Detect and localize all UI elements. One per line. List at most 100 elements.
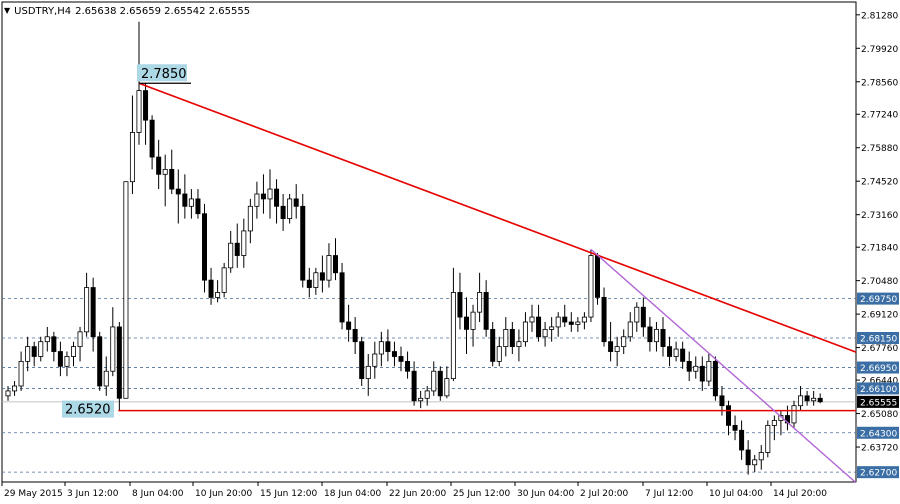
trendline-short-resistance [590, 248, 857, 484]
level-label: 2.69750 [860, 295, 897, 305]
candle-body-up [634, 306, 640, 323]
candle-body-down [595, 255, 601, 298]
candle-body-down [739, 429, 745, 451]
time-tick-label: 8 Jun 04:00 [132, 489, 184, 499]
candle-body-up [162, 168, 168, 175]
swing-high-label: 2.7850 [141, 67, 187, 82]
candle-body-down [667, 346, 673, 357]
candle-body-up [798, 395, 804, 407]
candle-body-up [673, 348, 679, 357]
candle-body-down [463, 316, 469, 330]
candle-body-up [581, 316, 587, 323]
candle-body-up [188, 198, 194, 207]
candle-body-down [732, 424, 738, 431]
candle-body-down [332, 255, 338, 274]
candle-body-down [306, 279, 312, 288]
time-tick-label: 10 Jul 04:00 [709, 489, 763, 499]
level-label: 2.66100 [860, 385, 897, 395]
level-lines-layer [2, 298, 856, 473]
candle-body-up [693, 365, 699, 372]
candle-body-up [247, 205, 253, 232]
level-label-bg [857, 292, 899, 305]
candle-body-up [103, 370, 109, 387]
time-tick-label: 14 Jul 20:00 [773, 489, 827, 499]
candle-body-up [575, 321, 581, 325]
candle-body-down [280, 205, 286, 220]
candle-body-down [483, 292, 489, 330]
candle-body-up [123, 181, 129, 399]
price-tick-label: 2.69120 [861, 311, 898, 321]
price-tick-label: 2.79920 [861, 45, 898, 55]
candle-body-down [509, 328, 515, 348]
candle-body-down [699, 365, 705, 382]
candle-body-up [503, 328, 509, 348]
support-label: 2.6520 [65, 403, 111, 418]
candle-body-down [405, 360, 411, 372]
candle-body-down [385, 341, 391, 352]
candle-body-down [195, 198, 201, 215]
time-tick-label: 7 Jul 12:00 [645, 489, 694, 499]
time-tick-label: 2 Jul 20:00 [580, 489, 629, 499]
candle-body-up [614, 346, 620, 352]
candle-body-up [64, 356, 70, 367]
candle-body-up [228, 242, 234, 269]
support-label-bg [62, 400, 114, 418]
candle-body-down [339, 272, 345, 323]
candle-body-up [706, 360, 712, 382]
candle-body-down [712, 360, 718, 397]
candle-body-up [5, 390, 11, 397]
candle-body-down [568, 321, 574, 325]
candle-body-down [51, 336, 57, 352]
candle-body-down [562, 316, 568, 323]
price-tick-label: 2.66440 [861, 377, 898, 387]
candle-body-up [326, 255, 332, 281]
chart-header: ▼ USDTRY,H4 2.65638 2.65659 2.65542 2.65… [4, 4, 251, 18]
candle-body-down [719, 395, 725, 407]
candle-body-down [647, 326, 653, 343]
level-label-bg [857, 382, 899, 395]
candle-body-down [169, 168, 175, 190]
candle-body-down [116, 326, 122, 399]
candle-body-down [260, 193, 266, 200]
candle-body-up [254, 193, 260, 207]
candle-body-up [516, 341, 522, 348]
candle-body-down [640, 306, 646, 328]
plot-frame [1, 1, 857, 483]
candle-body-up [110, 326, 116, 372]
candle-body-up [771, 420, 777, 426]
level-label-bg [857, 466, 899, 479]
candle-body-up [555, 316, 561, 328]
level-label: 2.62700 [860, 469, 897, 479]
candle-body-up [811, 397, 817, 402]
candle-body-down [457, 292, 463, 318]
triangle-down-icon[interactable]: ▼ [4, 6, 11, 15]
ohlc-values: 2.65638 2.65659 2.65542 2.65555 [75, 5, 251, 17]
level-label-bg [857, 426, 899, 439]
candle-body-down [686, 360, 692, 372]
candle-body-down [601, 296, 607, 343]
candle-body-up [588, 255, 594, 318]
candle-body-up [267, 188, 273, 200]
time-tick-label: 22 Jun 20:00 [389, 489, 446, 499]
candle-body-up [136, 90, 142, 133]
candle-body-up [791, 405, 797, 424]
price-tick-label: 2.73160 [861, 211, 898, 221]
price-tick-label: 2.70480 [861, 277, 898, 287]
candle-body-down [31, 346, 37, 357]
candle-body-down [804, 395, 810, 402]
price-tick-label: 2.65080 [861, 410, 898, 420]
time-axis: 29 May 2015 3 Jun 12:00 8 Jun 04:00 10 Jun … [1, 482, 827, 499]
candle-body-down [490, 328, 496, 362]
candle-body-up [12, 385, 18, 392]
candle-body-down [745, 449, 751, 466]
candle-body-down [398, 356, 404, 362]
price-tick-label: 2.81280 [861, 11, 898, 21]
candle-body-down [536, 316, 542, 338]
price-tick-label: 2.74520 [861, 178, 898, 188]
candle-body-up [77, 331, 83, 348]
candle-body-up [241, 230, 247, 256]
candle-body-up [287, 198, 293, 220]
candle-body-up [542, 328, 548, 338]
